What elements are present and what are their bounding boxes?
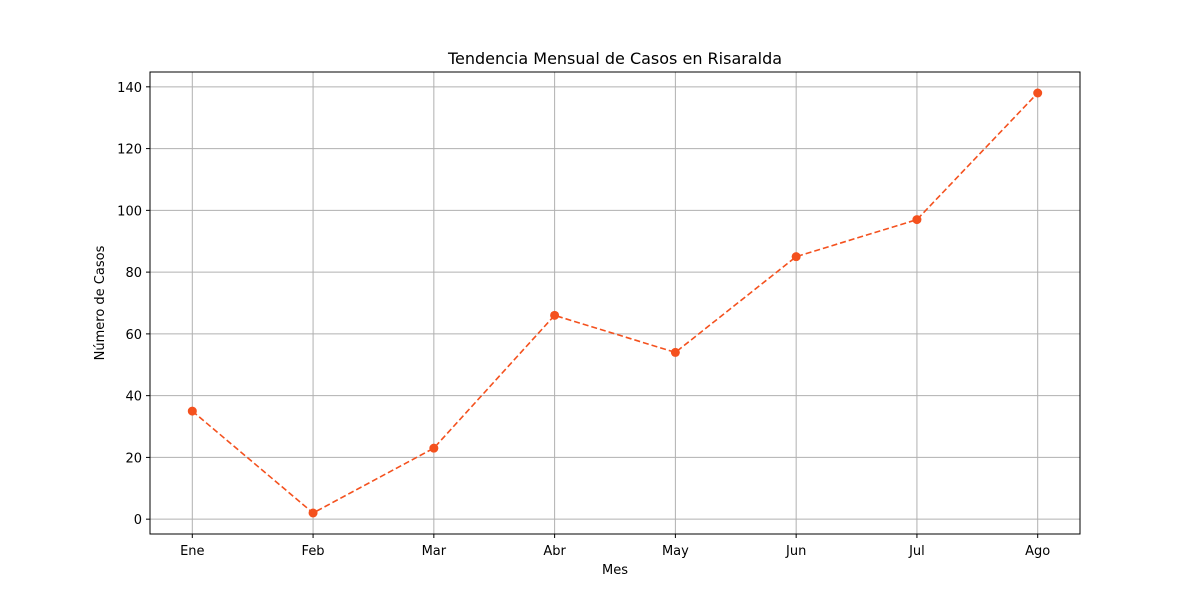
data-point-mar [429, 443, 439, 453]
y-tick-label: 100 [117, 204, 142, 219]
y-tick-label: 0 [134, 513, 142, 528]
y-tick-label: 80 [125, 266, 142, 281]
data-point-may [670, 347, 680, 357]
y-axis: 0 20 40 60 80 100 120 140 [117, 81, 150, 528]
data-point-jun [791, 252, 801, 262]
series-layer [187, 88, 1043, 518]
x-tick-label: May [662, 544, 689, 559]
x-tick-label: Feb [302, 544, 325, 559]
y-tick-label: 140 [117, 81, 142, 96]
y-tick-label: 20 [125, 451, 142, 466]
x-tick-label: Jun [785, 544, 806, 559]
x-tick-label: Ene [180, 544, 204, 559]
x-tick-label: Mar [422, 544, 447, 559]
y-tick-label: 40 [125, 390, 142, 405]
y-tick-label: 60 [125, 328, 142, 343]
chart-title: Tendencia Mensual de Casos en Risaralda [447, 49, 782, 68]
x-tick-label: Abr [543, 544, 566, 559]
grid-layer [150, 72, 1080, 534]
x-axis: Ene Feb Mar Abr May Jun Jul Ago [180, 534, 1050, 559]
plot-frame [149, 71, 1081, 535]
series-line [191, 92, 1039, 514]
x-axis-label: Mes [602, 563, 628, 578]
x-tick-label: Jul [908, 544, 925, 559]
data-point-abr [550, 310, 560, 320]
data-point-jul [912, 215, 922, 225]
data-point-feb [308, 508, 318, 518]
data-point-ago [1033, 88, 1043, 98]
x-tick-label: Ago [1025, 544, 1050, 559]
y-tick-label: 120 [117, 143, 142, 158]
y-axis-label: Número de Casos [93, 245, 108, 360]
data-point-ene [187, 406, 197, 416]
